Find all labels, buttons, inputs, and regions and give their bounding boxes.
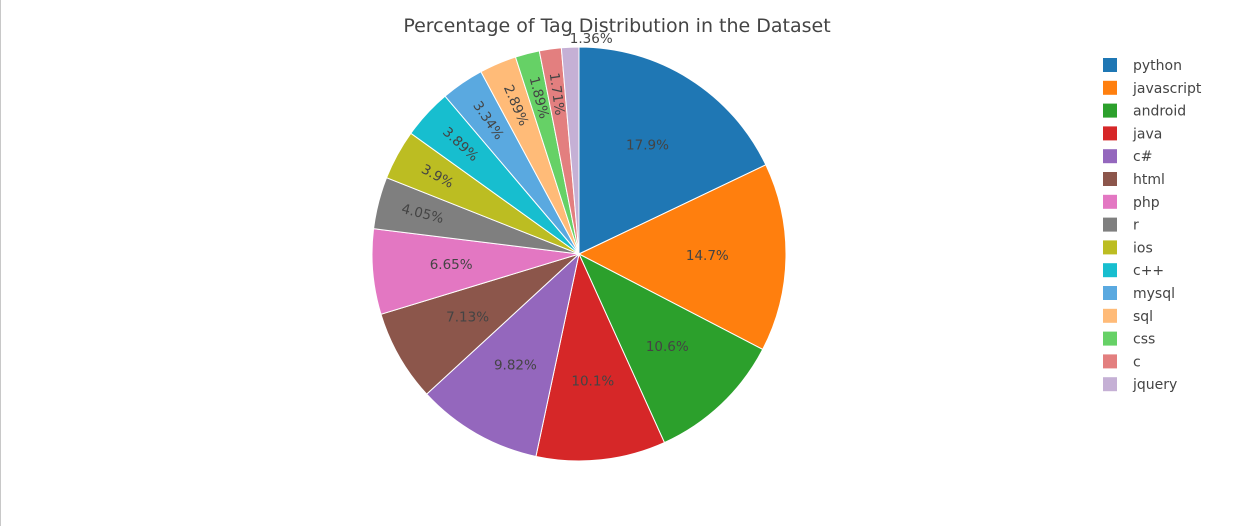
pie-slice-jquery[interactable] bbox=[560, 46, 580, 255]
legend-swatch-sql[interactable] bbox=[1103, 308, 1117, 323]
legend-swatch-c#[interactable] bbox=[1103, 149, 1117, 164]
chart-title: Percentage of Tag Distribution in the Da… bbox=[403, 15, 830, 37]
legend-swatch-javascript[interactable] bbox=[1103, 80, 1117, 95]
legend-label-python[interactable]: python bbox=[1133, 58, 1182, 74]
slice-label-html: 7.13% bbox=[446, 310, 489, 326]
legend-swatch-c++[interactable] bbox=[1103, 263, 1117, 278]
legend-swatch-ios[interactable] bbox=[1103, 240, 1117, 255]
legend-swatch-r[interactable] bbox=[1103, 217, 1117, 232]
legend-label-ios[interactable]: ios bbox=[1133, 240, 1153, 256]
legend-swatch-jquery[interactable] bbox=[1103, 377, 1117, 392]
slice-label-android: 10.6% bbox=[646, 339, 689, 355]
legend-label-sql[interactable]: sql bbox=[1133, 309, 1153, 325]
legend: python javascript android java c# html php r ios… bbox=[1103, 58, 1202, 393]
pie-slices bbox=[371, 46, 787, 462]
slice-label-php: 6.65% bbox=[430, 257, 473, 273]
pie-slice-c#[interactable] bbox=[425, 252, 580, 458]
legend-label-html[interactable]: html bbox=[1133, 172, 1165, 188]
legend-label-css[interactable]: css bbox=[1133, 332, 1155, 348]
legend-swatch-php[interactable] bbox=[1103, 194, 1117, 209]
legend-swatch-python[interactable] bbox=[1103, 58, 1117, 72]
pie-slice-android[interactable] bbox=[577, 252, 764, 444]
legend-swatch-java[interactable] bbox=[1103, 126, 1117, 141]
legend-label-android[interactable]: android bbox=[1133, 104, 1186, 120]
slice-label-jquery: 1.36% bbox=[570, 31, 613, 47]
legend-label-r[interactable]: r bbox=[1133, 218, 1139, 234]
legend-label-php[interactable]: php bbox=[1133, 195, 1160, 211]
legend-label-javascript[interactable]: javascript bbox=[1132, 81, 1202, 97]
slice-label-c#: 9.82% bbox=[494, 357, 537, 373]
pie-slice-python[interactable] bbox=[578, 46, 767, 255]
legend-swatch-css[interactable] bbox=[1103, 331, 1117, 346]
slice-label-c: 1.71% bbox=[546, 72, 568, 117]
pie-slice-javascript[interactable] bbox=[577, 164, 787, 351]
legend-swatch-html[interactable] bbox=[1103, 172, 1117, 186]
legend-label-c++[interactable]: c++ bbox=[1133, 263, 1164, 279]
legend-label-mysql[interactable]: mysql bbox=[1133, 286, 1175, 302]
slice-label-java: 10.1% bbox=[571, 374, 614, 390]
legend-label-c#[interactable]: c# bbox=[1133, 149, 1152, 165]
legend-swatch-c[interactable] bbox=[1103, 354, 1117, 369]
slice-label-python: 17.9% bbox=[626, 137, 669, 153]
legend-swatch-android[interactable] bbox=[1103, 103, 1117, 118]
legend-label-c[interactable]: c bbox=[1133, 354, 1141, 370]
slice-label-javascript: 14.7% bbox=[686, 248, 729, 264]
legend-label-java[interactable]: java bbox=[1132, 126, 1162, 142]
legend-label-jquery[interactable]: jquery bbox=[1132, 377, 1177, 393]
legend-swatch-mysql[interactable] bbox=[1103, 286, 1117, 300]
